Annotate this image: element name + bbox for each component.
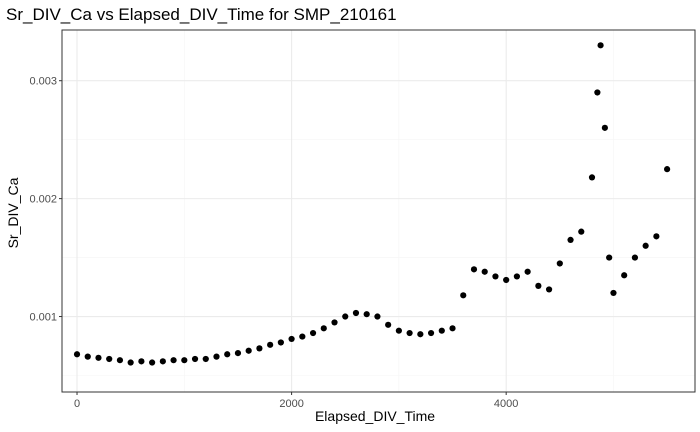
data-point bbox=[417, 331, 424, 338]
x-tick-label: 0 bbox=[74, 398, 80, 410]
data-point bbox=[245, 347, 252, 354]
data-point bbox=[363, 311, 370, 318]
data-point bbox=[256, 345, 263, 352]
data-point bbox=[331, 319, 338, 326]
data-point bbox=[309, 329, 317, 337]
data-point bbox=[610, 289, 617, 297]
data-point bbox=[234, 349, 242, 357]
data-point bbox=[320, 325, 327, 332]
data-point bbox=[395, 327, 402, 334]
y-tick-label: 0.001 bbox=[29, 312, 57, 324]
data-point bbox=[481, 268, 488, 275]
data-point bbox=[470, 266, 478, 273]
data-point bbox=[170, 357, 177, 364]
data-point bbox=[299, 333, 306, 340]
x-tick-label: 4000 bbox=[494, 398, 518, 410]
data-point bbox=[567, 236, 574, 243]
data-point bbox=[594, 89, 601, 96]
y-axis-ticks: 0.001 0.002 0.003 bbox=[29, 76, 62, 324]
data-point bbox=[374, 313, 381, 320]
x-axis-ticks: 0 2000 4000 bbox=[74, 392, 518, 410]
x-axis-label: Elapsed_DIV_Time bbox=[315, 408, 435, 424]
data-point bbox=[492, 273, 499, 280]
y-tick-label: 0.003 bbox=[29, 76, 57, 88]
data-point bbox=[127, 359, 134, 366]
data-point bbox=[267, 341, 274, 348]
data-point bbox=[213, 353, 220, 360]
data-point bbox=[588, 174, 596, 181]
data-point bbox=[116, 357, 124, 364]
data-point bbox=[288, 335, 295, 343]
data-point bbox=[460, 292, 467, 299]
data-point bbox=[597, 42, 604, 49]
chart-title: Sr_DIV_Ca vs Elapsed_DIV_Time for SMP_21… bbox=[6, 5, 397, 24]
data-point bbox=[621, 272, 628, 279]
data-point bbox=[642, 242, 649, 249]
data-point bbox=[342, 313, 349, 320]
data-point bbox=[601, 124, 608, 131]
data-point bbox=[191, 355, 199, 363]
x-tick-label: 2000 bbox=[279, 398, 303, 410]
data-point bbox=[106, 355, 113, 363]
data-point bbox=[427, 329, 435, 337]
data-point bbox=[149, 359, 156, 366]
data-point bbox=[277, 339, 284, 346]
minor-gridlines bbox=[62, 30, 695, 392]
data-point bbox=[524, 268, 531, 275]
data-point bbox=[578, 228, 585, 235]
data-points bbox=[73, 42, 671, 366]
data-point bbox=[202, 355, 209, 363]
data-point bbox=[653, 233, 660, 240]
data-point bbox=[159, 358, 166, 365]
data-point bbox=[664, 166, 671, 173]
data-point bbox=[138, 358, 145, 365]
y-tick-label: 0.002 bbox=[29, 194, 57, 206]
y-axis-label: Sr_DIV_Ca bbox=[5, 177, 21, 248]
major-gridlines bbox=[62, 30, 695, 392]
data-point bbox=[84, 353, 91, 360]
data-point bbox=[181, 357, 188, 364]
data-point bbox=[449, 325, 456, 332]
data-point bbox=[352, 309, 360, 317]
data-point bbox=[385, 321, 392, 328]
data-point bbox=[95, 354, 102, 361]
data-point bbox=[606, 254, 613, 261]
panel-border bbox=[61, 29, 696, 393]
data-point bbox=[556, 260, 563, 267]
data-point bbox=[631, 254, 639, 261]
data-point bbox=[438, 327, 445, 334]
data-point bbox=[535, 282, 542, 289]
data-point bbox=[503, 276, 510, 284]
data-point bbox=[545, 286, 553, 293]
data-point bbox=[406, 329, 413, 337]
data-point bbox=[224, 351, 231, 358]
data-point bbox=[513, 273, 521, 280]
data-point bbox=[73, 351, 81, 358]
